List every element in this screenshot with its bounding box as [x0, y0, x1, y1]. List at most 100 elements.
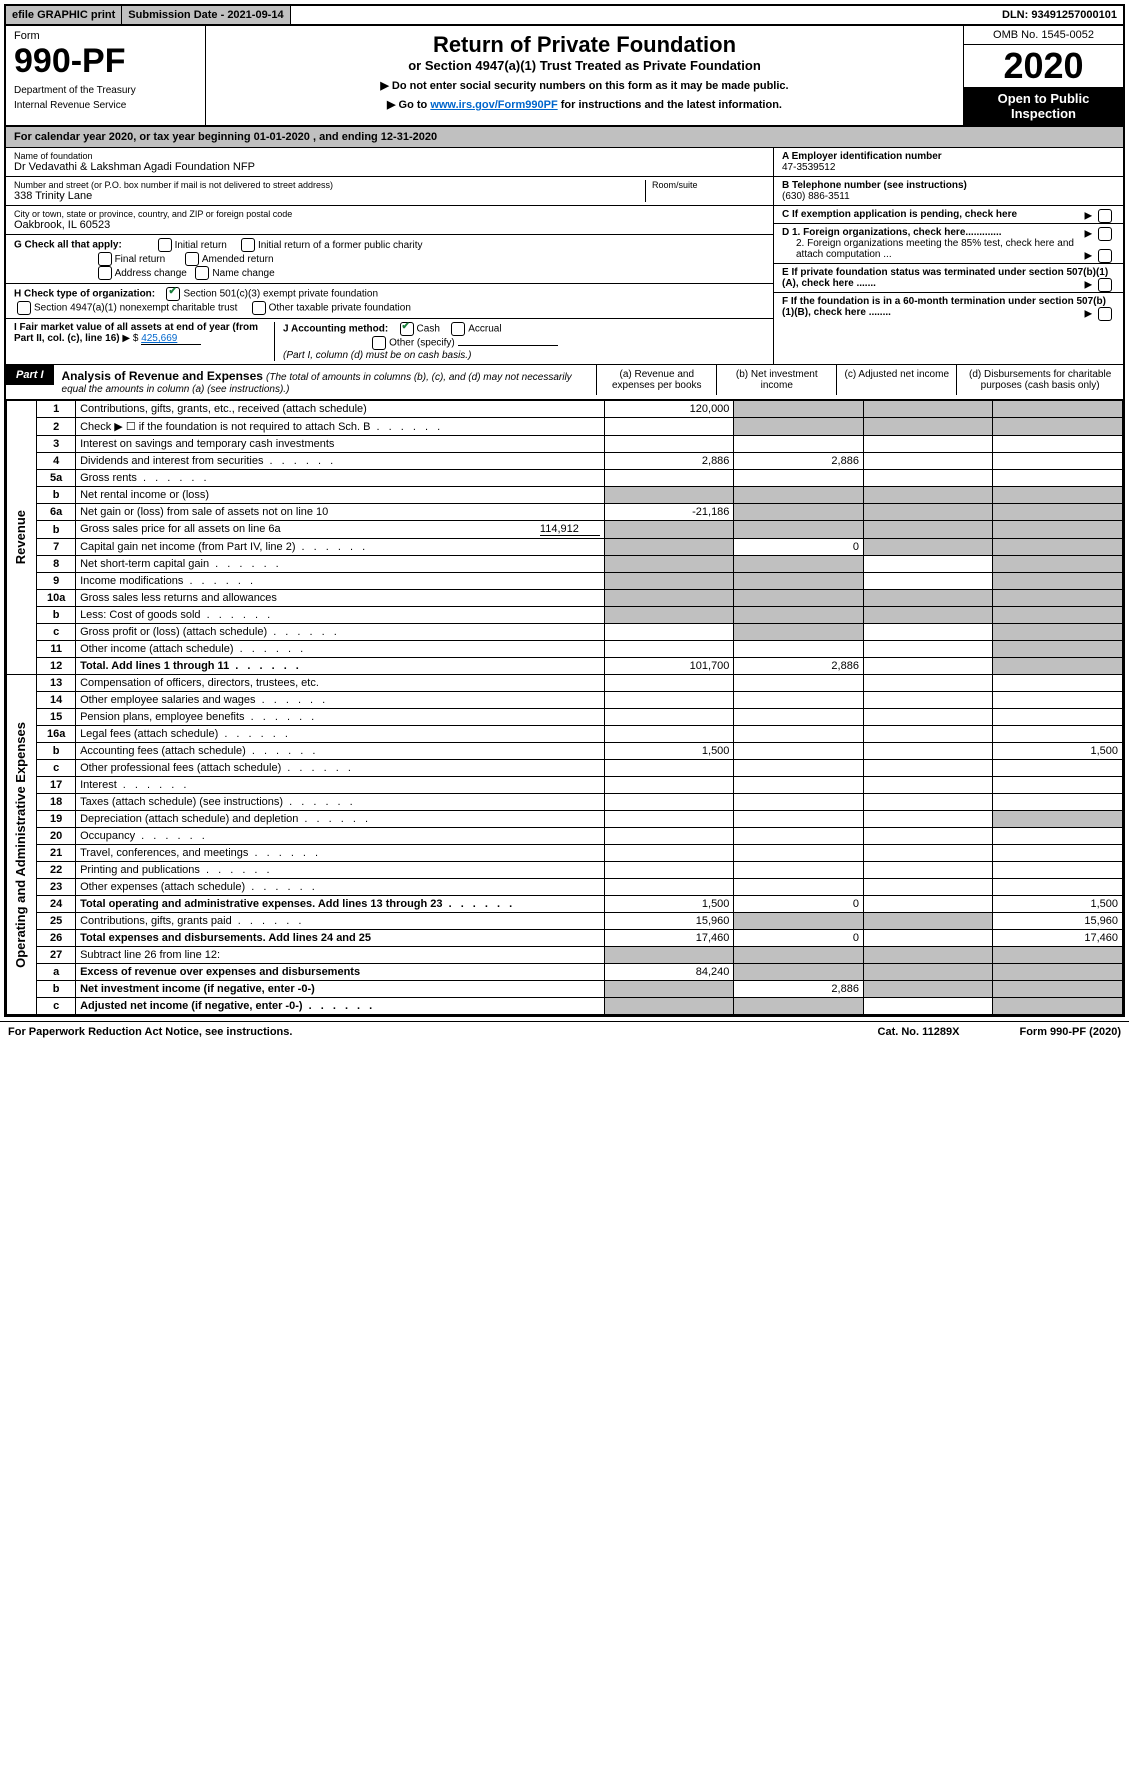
- value-cell-d: 15,960: [993, 913, 1123, 930]
- checkbox-60month-termination[interactable]: [1098, 307, 1112, 321]
- value-cell-c: [863, 896, 993, 913]
- value-cell-a: [604, 811, 734, 828]
- page-footer: For Paperwork Reduction Act Notice, see …: [0, 1021, 1129, 1042]
- table-row: 15Pension plans, employee benefits . . .…: [7, 709, 1123, 726]
- value-cell-a: [604, 418, 734, 436]
- line-number: c: [37, 624, 76, 641]
- checkbox-cash[interactable]: [400, 322, 414, 336]
- vertical-section-label: Operating and Administrative Expenses: [7, 675, 37, 1015]
- phone-label: B Telephone number (see instructions): [782, 180, 1115, 191]
- value-cell-a: [604, 862, 734, 879]
- checkbox-amended[interactable]: [185, 252, 199, 266]
- value-cell-a: [604, 760, 734, 777]
- table-row: cOther professional fees (attach schedul…: [7, 760, 1123, 777]
- topbar: efile GRAPHIC print Submission Date - 20…: [6, 6, 1123, 26]
- value-cell-b: [734, 709, 864, 726]
- part-i-badge: Part I: [6, 365, 54, 385]
- checkbox-other-taxable[interactable]: [252, 301, 266, 315]
- line-number: 24: [37, 896, 76, 913]
- value-cell-b: [734, 418, 864, 436]
- line-number: a: [37, 964, 76, 981]
- table-row: 26Total expenses and disbursements. Add …: [7, 930, 1123, 947]
- line-number: 14: [37, 692, 76, 709]
- value-cell-c: [863, 760, 993, 777]
- checkbox-status-terminated[interactable]: [1098, 278, 1112, 292]
- table-row: 23Other expenses (attach schedule) . . .…: [7, 879, 1123, 896]
- value-cell-c: [863, 930, 993, 947]
- checkbox-85pct-test[interactable]: [1098, 249, 1112, 263]
- line-description: Pension plans, employee benefits . . . .…: [76, 709, 605, 726]
- value-cell-d: [993, 590, 1123, 607]
- checkbox-final-return[interactable]: [98, 252, 112, 266]
- section-d2-label: 2. Foreign organizations meeting the 85%…: [796, 238, 1074, 260]
- line-number: 12: [37, 658, 76, 675]
- line-description: Other professional fees (attach schedule…: [76, 760, 605, 777]
- checkbox-501c3[interactable]: [166, 287, 180, 301]
- footer-form: Form 990-PF (2020): [1019, 1026, 1121, 1038]
- line-number: 27: [37, 947, 76, 964]
- part-i-title: Analysis of Revenue and Expenses: [62, 369, 263, 383]
- value-cell-c: [863, 556, 993, 573]
- line-number: 4: [37, 453, 76, 470]
- line-number: 22: [37, 862, 76, 879]
- line-description: Travel, conferences, and meetings . . . …: [76, 845, 605, 862]
- value-cell-c: [863, 777, 993, 794]
- checkbox-address-change[interactable]: [98, 266, 112, 280]
- checkbox-other-method[interactable]: [372, 336, 386, 350]
- value-cell-d: 17,460: [993, 930, 1123, 947]
- value-cell-b: [734, 913, 864, 930]
- line-description: Subtract line 26 from line 12:: [76, 947, 605, 964]
- checkbox-initial-return[interactable]: [158, 238, 172, 252]
- table-row: 14Other employee salaries and wages . . …: [7, 692, 1123, 709]
- ein-value: 47-3539512: [782, 162, 1115, 173]
- value-cell-a: [604, 828, 734, 845]
- checkbox-name-change[interactable]: [195, 266, 209, 280]
- value-cell-d: [993, 504, 1123, 521]
- section-e-label: E If private foundation status was termi…: [782, 267, 1108, 289]
- value-cell-d: [993, 675, 1123, 692]
- line-description: Interest on savings and temporary cash i…: [76, 436, 605, 453]
- value-cell-a: [604, 556, 734, 573]
- checkbox-foreign-org[interactable]: [1098, 227, 1112, 241]
- line-number: 23: [37, 879, 76, 896]
- section-j-note: (Part I, column (d) must be on cash basi…: [283, 350, 765, 361]
- value-cell-d: [993, 828, 1123, 845]
- value-cell-c: [863, 981, 993, 998]
- table-row: 22Printing and publications . . . . . .: [7, 862, 1123, 879]
- value-cell-b: [734, 862, 864, 879]
- line-number: 6a: [37, 504, 76, 521]
- checkbox-4947a1[interactable]: [17, 301, 31, 315]
- value-cell-b: [734, 777, 864, 794]
- vertical-section-label: Revenue: [7, 401, 37, 675]
- line-number: 25: [37, 913, 76, 930]
- table-row: 7Capital gain net income (from Part IV, …: [7, 539, 1123, 556]
- value-cell-a: [604, 436, 734, 453]
- value-cell-c: [863, 607, 993, 624]
- value-cell-d: [993, 556, 1123, 573]
- footer-paperwork: For Paperwork Reduction Act Notice, see …: [8, 1026, 292, 1038]
- value-cell-d: [993, 998, 1123, 1015]
- value-cell-a: 101,700: [604, 658, 734, 675]
- line-number: 7: [37, 539, 76, 556]
- section-g-label: G Check all that apply:: [14, 240, 122, 251]
- checkbox-initial-public[interactable]: [241, 238, 255, 252]
- value-cell-c: [863, 590, 993, 607]
- value-cell-c: [863, 675, 993, 692]
- form-container: efile GRAPHIC print Submission Date - 20…: [4, 4, 1125, 1017]
- efile-print-button[interactable]: efile GRAPHIC print: [6, 6, 122, 24]
- value-cell-b: [734, 726, 864, 743]
- value-cell-a: [604, 573, 734, 590]
- value-cell-c: [863, 964, 993, 981]
- line-number: 21: [37, 845, 76, 862]
- checkbox-exemption-pending[interactable]: [1098, 209, 1112, 223]
- value-cell-d: 1,500: [993, 896, 1123, 913]
- value-cell-c: [863, 947, 993, 964]
- checkbox-accrual[interactable]: [451, 322, 465, 336]
- value-cell-d: [993, 487, 1123, 504]
- value-cell-b: [734, 573, 864, 590]
- fmv-value[interactable]: 425,669: [141, 333, 201, 345]
- irs-link[interactable]: www.irs.gov/Form990PF: [430, 99, 557, 111]
- value-cell-c: [863, 743, 993, 760]
- value-cell-a: 1,500: [604, 896, 734, 913]
- value-cell-d: [993, 470, 1123, 487]
